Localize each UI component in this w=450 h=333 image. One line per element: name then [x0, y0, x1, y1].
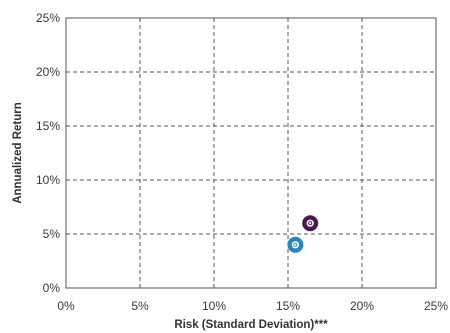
- point-marker-center: [308, 221, 313, 226]
- x-tick-labels: 0% 5% 10% 15% 20% 25%: [57, 299, 448, 313]
- x-tick-label: 15%: [276, 299, 300, 313]
- y-tick-label: 10%: [36, 173, 60, 187]
- data-point: [287, 236, 304, 253]
- data-points: [287, 215, 319, 253]
- y-axis-title: Annualized Return: [12, 102, 24, 204]
- data-point: [302, 215, 319, 232]
- x-tick-label: 5%: [131, 299, 149, 313]
- plot-area: [65, 17, 437, 289]
- x-axis-title: Risk (Standard Deviation)***: [174, 319, 328, 331]
- x-tick-label: 25%: [424, 299, 448, 313]
- x-tick-label: 10%: [202, 299, 226, 313]
- x-tick-label: 20%: [350, 299, 374, 313]
- y-tick-label: 0%: [43, 281, 61, 295]
- point-marker-inner: [291, 241, 299, 249]
- y-tick-labels: 0% 5% 10% 15% 20% 25%: [36, 11, 60, 295]
- y-tick-label: 15%: [36, 119, 60, 133]
- point-marker-inner: [306, 219, 314, 227]
- y-tick-label: 25%: [36, 11, 60, 25]
- x-tick-label: 0%: [57, 299, 75, 313]
- point-marker-center: [293, 242, 298, 247]
- y-tick-label: 5%: [43, 227, 61, 241]
- y-tick-label: 20%: [36, 65, 60, 79]
- grid-lines: [66, 18, 436, 288]
